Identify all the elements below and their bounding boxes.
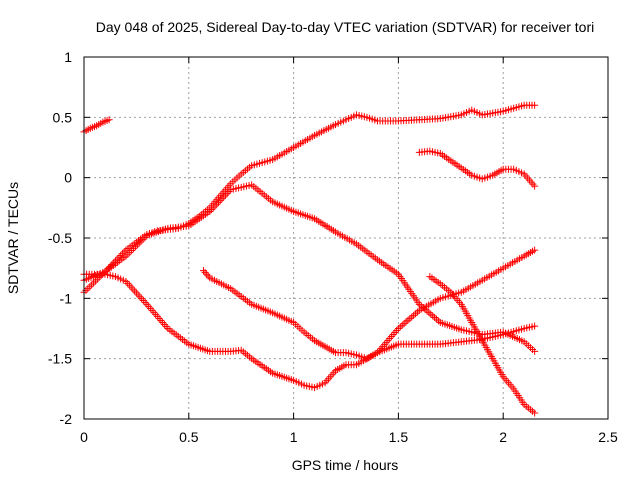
data-point xyxy=(199,267,207,275)
data-point xyxy=(204,272,212,280)
data-point xyxy=(531,409,539,417)
x-axis-label: GPS time / hours xyxy=(292,457,399,473)
data-point xyxy=(203,270,211,278)
y-tick-label: 0.5 xyxy=(53,109,73,125)
data-point xyxy=(216,197,224,205)
data-points xyxy=(80,101,539,417)
data-point xyxy=(531,347,539,355)
data-point xyxy=(211,202,219,210)
data-point xyxy=(214,198,222,206)
y-axis-label: SDTVAR / TECUs xyxy=(5,182,21,294)
axis-ticks: 0 0.5 1 1.5 2 2.5 -2 -1.5 -1 -0.5 0 0.5 1 xyxy=(48,49,618,445)
y-tick-label: -2 xyxy=(60,411,73,427)
data-point xyxy=(221,191,229,199)
data-point xyxy=(209,204,217,212)
data-track-3 xyxy=(80,270,539,392)
data-track-1 xyxy=(80,116,113,136)
data-point xyxy=(531,246,539,254)
data-point xyxy=(531,101,539,109)
x-tick-label: 2 xyxy=(499,429,507,445)
x-tick-label: 0.5 xyxy=(179,429,199,445)
data-point xyxy=(531,182,539,190)
x-tick-label: 1 xyxy=(290,429,298,445)
data-point xyxy=(225,188,233,196)
y-tick-label: 1 xyxy=(64,49,72,65)
data-point xyxy=(218,195,226,203)
data-point xyxy=(213,200,221,208)
data-track-6 xyxy=(415,147,539,190)
data-point xyxy=(206,207,214,215)
data-point xyxy=(208,206,216,214)
data-point xyxy=(531,322,539,330)
data-point xyxy=(105,116,113,124)
chart-title: Day 048 of 2025, Sidereal Day-to-day VTE… xyxy=(96,19,595,35)
x-tick-label: 1.5 xyxy=(389,429,409,445)
grid xyxy=(84,57,608,419)
y-tick-label: 0 xyxy=(64,170,72,186)
data-point xyxy=(201,268,209,276)
y-tick-label: -0.5 xyxy=(48,230,72,246)
y-tick-label: -1.5 xyxy=(48,351,72,367)
x-tick-label: 2.5 xyxy=(598,429,618,445)
data-point xyxy=(220,193,228,201)
data-point xyxy=(223,189,231,197)
data-track-7 xyxy=(426,273,539,417)
data-track-5 xyxy=(199,246,539,363)
y-tick-label: -1 xyxy=(60,290,73,306)
x-tick-label: 0 xyxy=(80,429,88,445)
